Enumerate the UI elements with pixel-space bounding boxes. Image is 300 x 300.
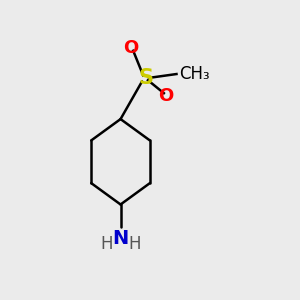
- Text: CH₃: CH₃: [179, 65, 210, 83]
- Text: H: H: [100, 235, 113, 253]
- Text: O: O: [159, 86, 174, 104]
- Text: S: S: [138, 68, 153, 88]
- Text: O: O: [123, 39, 139, 57]
- Text: H: H: [128, 235, 141, 253]
- Text: N: N: [112, 229, 129, 248]
